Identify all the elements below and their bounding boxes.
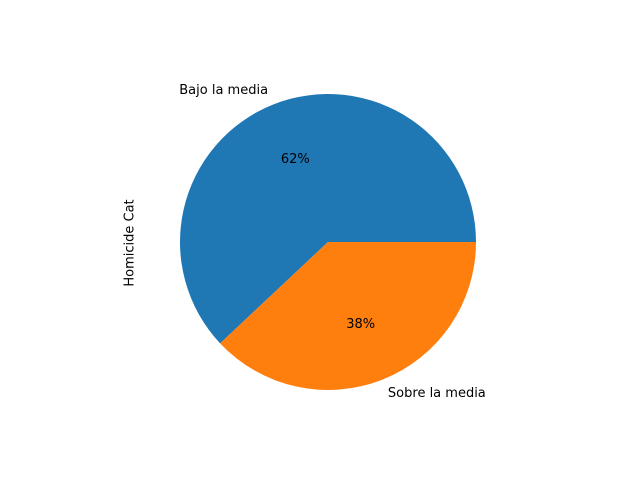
slice-label-0: Bajo la media <box>179 83 268 98</box>
pie-slice-0 <box>180 94 476 344</box>
slice-percent-label-1: 38% <box>346 317 375 332</box>
slice-label-1: Sobre la media <box>388 386 486 401</box>
y-axis-label: Homicide Cat <box>123 199 138 286</box>
pie-slice-1 <box>220 242 476 391</box>
pie-slices <box>180 94 476 391</box>
slice-percent-label-0: 62% <box>281 152 310 167</box>
pie-labels: Bajo la media 62% Sobre la media 38% <box>179 83 486 401</box>
